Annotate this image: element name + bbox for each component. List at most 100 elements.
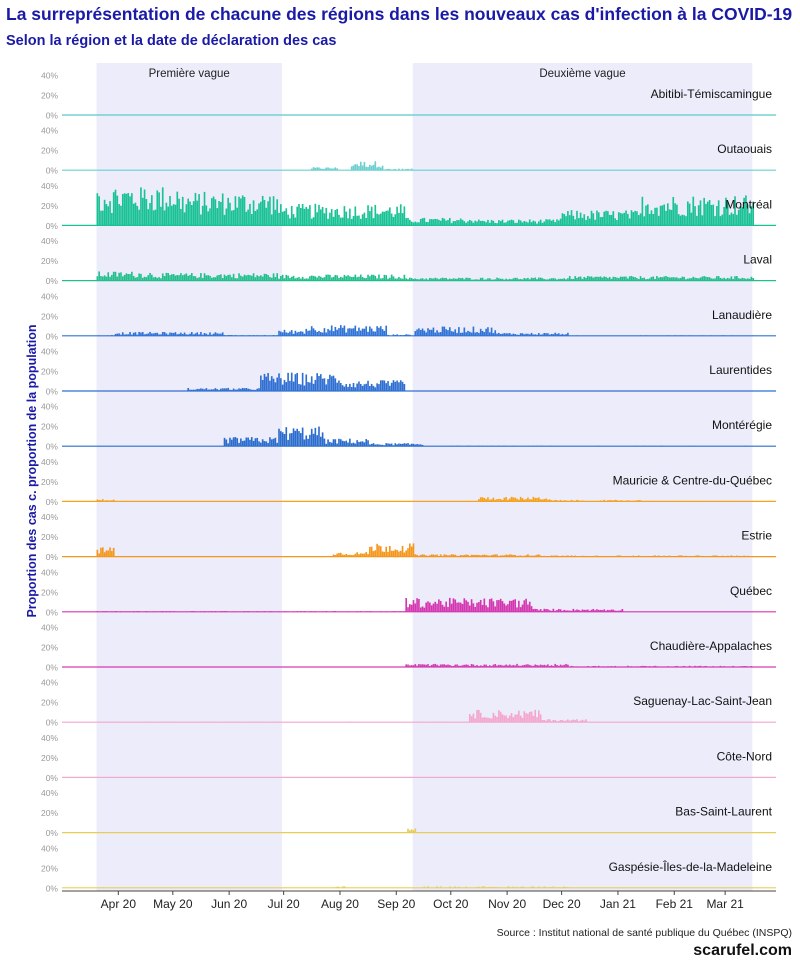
bar bbox=[530, 665, 533, 667]
bar bbox=[639, 500, 642, 502]
bar bbox=[683, 215, 685, 226]
bar bbox=[730, 555, 733, 557]
bar bbox=[207, 275, 209, 281]
bar bbox=[316, 373, 318, 391]
bar bbox=[392, 611, 395, 612]
bar bbox=[216, 389, 219, 391]
bar bbox=[714, 555, 716, 557]
bar bbox=[527, 713, 529, 723]
bar bbox=[405, 218, 408, 226]
bar bbox=[467, 277, 469, 281]
bar bbox=[434, 663, 437, 667]
bar bbox=[220, 611, 222, 612]
bar bbox=[401, 168, 404, 171]
bar bbox=[372, 164, 375, 171]
bar bbox=[336, 553, 338, 557]
bar bbox=[508, 715, 511, 723]
bar bbox=[592, 665, 595, 667]
bar bbox=[100, 275, 102, 281]
bar bbox=[301, 427, 304, 447]
bar bbox=[559, 218, 562, 226]
bar bbox=[699, 277, 702, 281]
bar bbox=[176, 274, 179, 281]
bar bbox=[463, 279, 466, 281]
bar bbox=[710, 278, 713, 281]
bar bbox=[198, 334, 200, 336]
bar bbox=[538, 221, 540, 226]
bar bbox=[596, 276, 598, 281]
bar bbox=[450, 223, 453, 226]
bar bbox=[358, 554, 360, 557]
bar bbox=[478, 279, 480, 281]
bar bbox=[274, 277, 277, 281]
bar bbox=[356, 215, 358, 226]
y-tick-label: 40% bbox=[41, 71, 58, 81]
bar bbox=[405, 169, 408, 171]
bar bbox=[439, 554, 442, 557]
bar bbox=[132, 332, 135, 336]
bar bbox=[409, 334, 411, 336]
bar bbox=[601, 666, 604, 667]
bar bbox=[656, 207, 658, 226]
bar bbox=[563, 886, 566, 888]
bar bbox=[512, 554, 515, 557]
bar bbox=[111, 274, 113, 281]
bar bbox=[401, 381, 404, 391]
bar bbox=[550, 610, 553, 612]
bar bbox=[710, 204, 713, 226]
bar bbox=[403, 383, 406, 391]
bar bbox=[298, 384, 300, 391]
bar bbox=[230, 439, 233, 447]
bar bbox=[147, 333, 150, 336]
y-tick-label: 0% bbox=[46, 111, 59, 121]
bar bbox=[583, 556, 586, 557]
bar bbox=[705, 276, 707, 281]
region-panel: 0%20%40%Saguenay-Lac-Saint-Jean bbox=[41, 678, 776, 728]
region-label: Québec bbox=[730, 584, 772, 598]
bar bbox=[498, 710, 500, 723]
bar bbox=[472, 554, 475, 557]
bar bbox=[381, 278, 384, 281]
bar bbox=[245, 275, 248, 281]
bar bbox=[594, 610, 596, 612]
x-tick-label: Nov 20 bbox=[488, 897, 526, 911]
bar bbox=[503, 603, 506, 612]
bar bbox=[107, 550, 110, 557]
series-bars bbox=[405, 663, 755, 667]
bar bbox=[587, 665, 589, 667]
bar bbox=[521, 333, 524, 336]
bar bbox=[448, 597, 451, 612]
bar bbox=[505, 278, 507, 281]
bar bbox=[536, 609, 538, 612]
bar bbox=[619, 555, 622, 557]
bar bbox=[281, 332, 284, 336]
bar bbox=[436, 278, 438, 281]
bar bbox=[547, 499, 549, 502]
bar bbox=[334, 378, 337, 391]
y-tick-label: 0% bbox=[46, 663, 59, 673]
bar bbox=[547, 664, 549, 667]
bar bbox=[312, 217, 315, 226]
bar bbox=[516, 555, 518, 557]
bar bbox=[305, 435, 308, 447]
bar bbox=[510, 665, 513, 667]
bar bbox=[201, 277, 204, 281]
bar bbox=[327, 379, 329, 391]
bar bbox=[725, 197, 727, 226]
bar bbox=[534, 608, 537, 612]
y-tick-label: 0% bbox=[46, 552, 59, 562]
bar bbox=[510, 496, 513, 502]
bar bbox=[339, 552, 342, 557]
bar bbox=[745, 195, 747, 226]
bar bbox=[180, 273, 182, 281]
bar bbox=[498, 664, 500, 667]
bar bbox=[625, 276, 627, 281]
bar bbox=[218, 274, 220, 281]
bar bbox=[378, 327, 380, 336]
bar bbox=[559, 719, 562, 723]
bar bbox=[125, 273, 128, 281]
bar bbox=[252, 273, 255, 281]
bar bbox=[370, 206, 373, 226]
bar bbox=[287, 439, 289, 447]
bar bbox=[746, 204, 749, 226]
